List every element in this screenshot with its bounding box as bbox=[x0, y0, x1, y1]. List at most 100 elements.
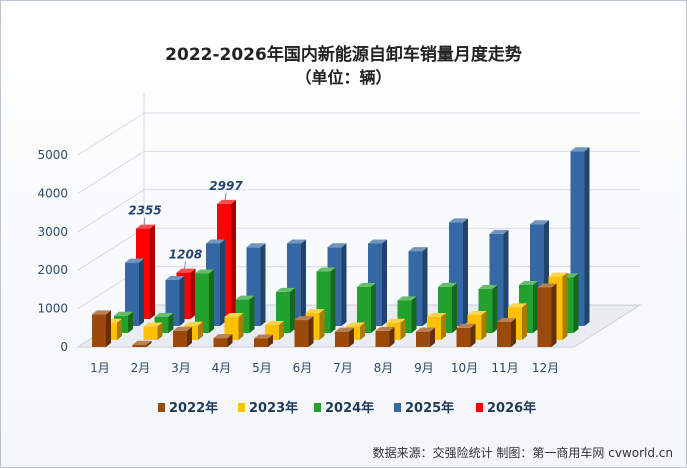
bar-top bbox=[537, 283, 557, 288]
bar-front bbox=[254, 338, 268, 347]
bar-2023年-8月 bbox=[386, 318, 406, 340]
x-tick-label: 10月 bbox=[451, 361, 478, 375]
data-label: 1208 bbox=[169, 248, 202, 262]
bar-2022年-1月 bbox=[92, 310, 111, 347]
bar-top bbox=[368, 239, 387, 244]
bar-side bbox=[430, 327, 435, 347]
bar-side bbox=[492, 284, 498, 333]
bar-side bbox=[360, 322, 365, 340]
bar-side bbox=[128, 311, 133, 333]
bar-side bbox=[422, 247, 428, 326]
bar-2025年-1月 bbox=[125, 258, 144, 326]
bar-side bbox=[573, 273, 579, 333]
bar-side bbox=[341, 243, 347, 326]
bar-2022年-7月 bbox=[335, 327, 354, 347]
bar-side bbox=[463, 218, 468, 326]
bar-top bbox=[217, 199, 236, 204]
bar-top bbox=[327, 243, 347, 248]
legend-swatch bbox=[238, 403, 245, 412]
bar-side bbox=[382, 239, 387, 326]
chart-subtitle: （单位：辆） bbox=[295, 68, 392, 87]
bar-top bbox=[224, 312, 244, 317]
bar-top bbox=[294, 316, 314, 321]
bar-top bbox=[408, 247, 428, 252]
bar-top bbox=[489, 229, 509, 234]
x-tick-label: 8月 bbox=[374, 361, 394, 375]
bar-2022年-10月 bbox=[456, 323, 476, 347]
bar-top bbox=[438, 282, 457, 287]
bar-2022年-6月 bbox=[294, 316, 314, 347]
bar-side bbox=[150, 224, 155, 319]
bar-top bbox=[548, 272, 568, 277]
bar-top bbox=[497, 318, 516, 323]
bar-top bbox=[132, 340, 152, 345]
bar-2022年-12月 bbox=[537, 283, 557, 347]
bar-side bbox=[470, 323, 476, 347]
bar-front bbox=[456, 327, 471, 347]
x-tick-label: 5月 bbox=[252, 361, 272, 375]
bar-top bbox=[375, 326, 395, 331]
y-tick-label: 4000 bbox=[37, 186, 68, 200]
x-tick-label: 9月 bbox=[414, 361, 434, 375]
legend-swatch bbox=[394, 403, 401, 412]
bar-2022年-9月 bbox=[416, 327, 435, 347]
bar-top bbox=[114, 311, 133, 316]
x-tick-label: 7月 bbox=[333, 361, 353, 375]
data-label-leader bbox=[184, 261, 186, 270]
bar-side bbox=[168, 312, 174, 333]
x-tick-label: 6月 bbox=[293, 361, 313, 375]
bar-side bbox=[249, 295, 255, 333]
legend-label: 2024年 bbox=[325, 400, 374, 416]
bar-front bbox=[213, 338, 228, 347]
gridline-side bbox=[77, 227, 145, 271]
bar-top bbox=[357, 282, 376, 287]
bar-side bbox=[452, 282, 457, 333]
bar-2022年-11月 bbox=[497, 318, 516, 347]
source-note: 数据来源：交强险统计 制图：第一商用车网 cvworld.cn bbox=[372, 446, 673, 460]
bar-side bbox=[146, 340, 152, 347]
bar-side bbox=[522, 303, 527, 340]
bar-2023年-2月 bbox=[143, 322, 163, 340]
bar-top bbox=[154, 312, 174, 317]
bar-2024年-10月 bbox=[478, 284, 498, 333]
bar-top bbox=[254, 334, 273, 339]
data-label-leader bbox=[143, 217, 146, 226]
bar-side bbox=[179, 275, 185, 326]
bar-top bbox=[335, 327, 354, 332]
bar-side bbox=[268, 334, 273, 347]
bar-side bbox=[290, 287, 295, 333]
bar-top bbox=[386, 318, 406, 323]
bar-side bbox=[260, 243, 266, 326]
bar-top bbox=[276, 287, 295, 292]
bar-top bbox=[416, 327, 435, 332]
bar-top bbox=[316, 267, 336, 272]
bar-top bbox=[184, 321, 203, 326]
bar-top bbox=[165, 275, 185, 280]
gridline-side bbox=[77, 150, 145, 194]
y-tick-label: 1000 bbox=[37, 302, 68, 316]
bar-top bbox=[467, 311, 487, 316]
bar-2022年-5月 bbox=[254, 334, 273, 347]
bar-side bbox=[584, 147, 590, 326]
x-tick-label: 11月 bbox=[491, 361, 518, 375]
bar-side bbox=[301, 239, 306, 326]
bar-front bbox=[375, 330, 390, 347]
bar-side bbox=[231, 199, 236, 319]
y-tick-label: 2000 bbox=[37, 263, 68, 277]
bar-side bbox=[330, 267, 336, 333]
bar-side bbox=[551, 283, 557, 347]
bar-top bbox=[519, 281, 538, 285]
bar-front bbox=[92, 314, 106, 347]
x-tick-label: 1月 bbox=[90, 361, 110, 375]
chart-title: 2022-2026年国内新能源自卸车销量月度走势 bbox=[165, 45, 522, 65]
bar-side bbox=[319, 309, 325, 340]
y-tick-label: 3000 bbox=[37, 225, 68, 239]
legend-label: 2022年 bbox=[169, 400, 218, 416]
bar-top bbox=[287, 239, 306, 244]
bar-front bbox=[143, 326, 158, 340]
bar-top bbox=[173, 326, 192, 331]
bar-side bbox=[511, 318, 516, 347]
bar-top bbox=[206, 239, 225, 244]
bar-2022年-4月 bbox=[213, 334, 233, 347]
bar-front bbox=[173, 330, 187, 347]
